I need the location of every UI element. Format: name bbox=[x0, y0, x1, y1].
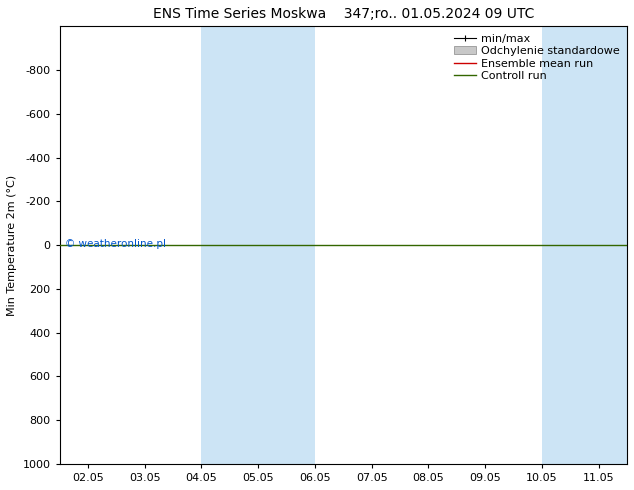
Legend: min/max, Odchylenie standardowe, Ensemble mean run, Controll run: min/max, Odchylenie standardowe, Ensembl… bbox=[451, 32, 621, 83]
Bar bbox=[542, 26, 627, 464]
Bar bbox=[202, 26, 315, 464]
Y-axis label: Min Temperature 2m (°C): Min Temperature 2m (°C) bbox=[7, 174, 17, 316]
Text: © weatheronline.pl: © weatheronline.pl bbox=[65, 239, 166, 248]
Title: ENS Time Series Moskwa    347;ro.. 01.05.2024 09 UTC: ENS Time Series Moskwa 347;ro.. 01.05.20… bbox=[153, 7, 534, 21]
